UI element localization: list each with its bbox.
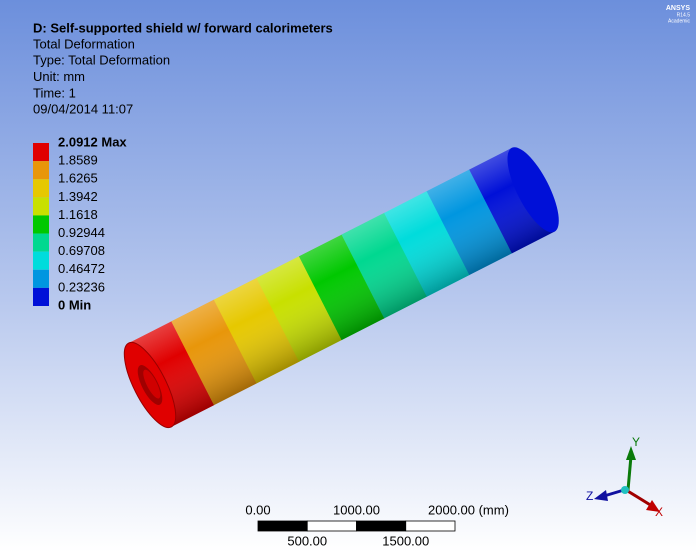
scale-segment: [406, 521, 455, 531]
title: D: Self-supported shield w/ forward calo…: [33, 20, 333, 35]
legend-label: 0.23236: [58, 279, 105, 294]
scale-segment: [307, 521, 356, 531]
header-line: Total Deformation: [33, 36, 135, 51]
scale-label: 1000.00: [333, 502, 380, 517]
legend-swatch: [33, 288, 49, 306]
legend-label: 1.8589: [58, 153, 98, 168]
scale-label: 500.00: [287, 533, 327, 548]
logo-name: ANSYS: [666, 5, 690, 12]
axis-z: Z: [586, 489, 593, 503]
scale-label: 0.00: [245, 502, 270, 517]
scale-segment: [258, 521, 307, 531]
legend-label: 1.6265: [58, 171, 98, 186]
axis-y: Y: [632, 435, 640, 449]
header-line: Time: 1: [33, 85, 76, 100]
legend-swatch: [33, 143, 49, 161]
header-line: Unit: mm: [33, 69, 85, 84]
legend-label: 0.46472: [58, 261, 105, 276]
legend-swatch: [33, 179, 49, 197]
legend-label: 1.3942: [58, 189, 98, 204]
legend-label: 0 Min: [58, 297, 91, 312]
legend-swatch: [33, 234, 49, 252]
viewport: D: Self-supported shield w/ forward calo…: [0, 0, 696, 552]
legend-swatch: [33, 252, 49, 270]
legend-label: 0.69708: [58, 243, 105, 258]
legend-swatch: [33, 270, 49, 288]
scale-label: 1500.00: [382, 533, 429, 548]
header-line: Type: Total Deformation: [33, 53, 170, 68]
axis-x: X: [655, 505, 663, 519]
legend-label: 0.92944: [58, 225, 105, 240]
scale-segment: [357, 521, 406, 531]
legend-label: 1.1618: [58, 207, 98, 222]
legend-swatch: [33, 215, 49, 233]
legend-swatch: [33, 161, 49, 179]
header-line: 09/04/2014 11:07: [33, 102, 133, 117]
legend-swatch: [33, 197, 49, 215]
scale-label: 2000.00 (mm): [428, 502, 509, 517]
legend-label: 2.0912 Max: [58, 134, 127, 149]
logo-edition: Academic: [668, 18, 690, 24]
